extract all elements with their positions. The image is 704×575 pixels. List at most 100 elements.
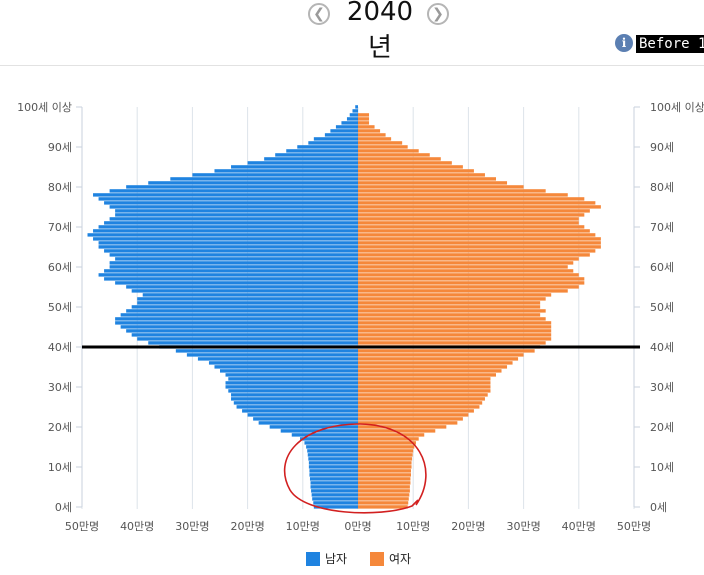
- bar-female: [358, 477, 411, 481]
- bar-female: [358, 145, 408, 149]
- info-icon[interactable]: i: [615, 34, 633, 52]
- bar-female: [358, 409, 474, 413]
- bar-female: [358, 325, 552, 329]
- y-tick-label-left: 50세: [48, 301, 72, 314]
- bar-female: [358, 445, 415, 449]
- bar-male: [148, 181, 358, 185]
- bar-female: [358, 165, 463, 169]
- bar-male: [247, 161, 358, 165]
- bar-female: [358, 225, 585, 229]
- y-tick-label-left: 60세: [48, 261, 72, 274]
- bar-female: [358, 157, 441, 161]
- bar-female: [358, 337, 552, 341]
- y-tick-label-right: 50세: [650, 301, 674, 314]
- header-divider: [0, 65, 704, 66]
- bar-male: [247, 413, 358, 417]
- bar-male: [307, 449, 358, 453]
- bar-male: [330, 129, 358, 133]
- legend-item-male[interactable]: 남자: [306, 550, 347, 567]
- y-tick-label-right: 30세: [650, 381, 674, 394]
- bar-female: [358, 229, 590, 233]
- bar-female: [358, 169, 474, 173]
- bar-female: [358, 373, 496, 377]
- bar-male: [109, 265, 358, 269]
- bar-female: [358, 117, 370, 121]
- bar-male: [137, 301, 358, 305]
- bar-female: [358, 369, 502, 373]
- bar-male: [228, 389, 358, 393]
- bar-male: [208, 361, 358, 365]
- bar-male: [104, 277, 358, 281]
- bar-male: [313, 137, 358, 141]
- bar-female: [358, 381, 491, 385]
- bar-male: [304, 441, 358, 445]
- bar-male: [324, 133, 358, 137]
- before-label[interactable]: Before 19: [636, 35, 704, 53]
- bar-female: [358, 425, 447, 429]
- bar-male: [87, 233, 359, 237]
- bar-female: [358, 213, 585, 217]
- bar-female: [358, 245, 601, 249]
- bar-female: [358, 161, 452, 165]
- bar-female: [358, 437, 419, 441]
- y-tick-label-left: 10세: [48, 461, 72, 474]
- bar-female: [358, 141, 403, 145]
- y-tick-label-left: 20세: [48, 421, 72, 434]
- bar-female: [358, 421, 458, 425]
- bar-male: [291, 433, 358, 437]
- bar-female: [358, 113, 370, 117]
- bar-female: [358, 121, 370, 125]
- bar-female: [358, 393, 488, 397]
- bar-male: [220, 369, 358, 373]
- bar-male: [148, 341, 358, 345]
- bar-male: [231, 393, 358, 397]
- bar-male: [312, 497, 358, 501]
- bar-female: [358, 153, 430, 157]
- bar-male: [115, 281, 359, 285]
- bar-male: [310, 485, 358, 489]
- bar-male: [131, 305, 358, 309]
- bar-male: [228, 377, 358, 381]
- bar-male: [192, 173, 358, 177]
- bar-female: [358, 485, 410, 489]
- x-tick-label: 30만명: [506, 520, 540, 533]
- bar-male: [309, 477, 358, 481]
- bar-male: [93, 237, 358, 241]
- bar-male: [311, 489, 358, 493]
- bar-female: [358, 473, 411, 477]
- bar-male: [170, 177, 358, 181]
- chevron-right-icon[interactable]: ❯: [427, 3, 449, 25]
- bar-male: [231, 397, 358, 401]
- bar-female: [358, 361, 513, 365]
- bar-female: [358, 125, 375, 129]
- bar-female: [358, 389, 491, 393]
- bar-female: [358, 401, 483, 405]
- bar-female: [358, 309, 546, 313]
- bar-female: [358, 329, 552, 333]
- y-tick-label-right: 80세: [650, 181, 674, 194]
- bar-female: [358, 341, 546, 345]
- bar-male: [104, 249, 358, 253]
- bar-male: [269, 425, 358, 429]
- bar-female: [358, 349, 535, 353]
- bar-female: [358, 281, 585, 285]
- y-tick-label-left: 40세: [48, 341, 72, 354]
- bar-male: [120, 313, 358, 317]
- y-tick-label-right: 70세: [650, 221, 674, 234]
- bar-female: [358, 465, 412, 469]
- bar-male: [352, 109, 358, 113]
- annotation-circle: [283, 423, 427, 514]
- bar-female: [358, 205, 601, 209]
- legend-item-female[interactable]: 여자: [370, 550, 411, 567]
- bar-female: [358, 441, 416, 445]
- bar-male: [126, 185, 358, 189]
- bar-female: [358, 249, 596, 253]
- y-tick-label-left: 30세: [48, 381, 72, 394]
- bar-female: [358, 193, 568, 197]
- y-tick-label-right: 0세: [650, 501, 667, 514]
- bar-female: [358, 461, 412, 465]
- bar-female: [358, 273, 579, 277]
- bar-male: [115, 321, 359, 325]
- chevron-left-icon[interactable]: ❮: [308, 3, 330, 25]
